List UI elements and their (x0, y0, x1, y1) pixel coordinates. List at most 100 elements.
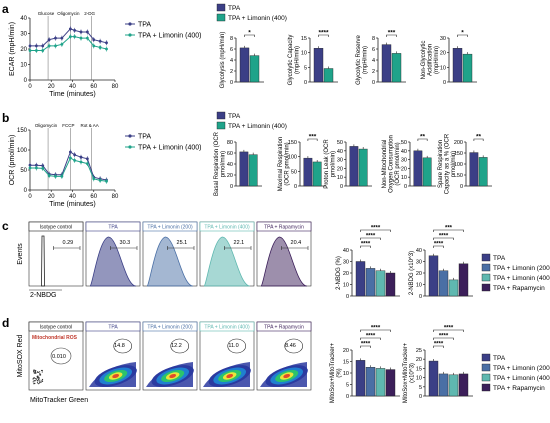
scatter-dot (32, 381, 34, 383)
gate-value: 11.0 (228, 343, 238, 349)
gate-ellipse (113, 338, 133, 354)
y-tick-label: 15 (343, 360, 349, 366)
data-point (92, 44, 96, 48)
bar (375, 270, 386, 297)
ecar-bars-bar-chart-0: 0 2 4 6 8 * Glycolysis (mpH/min) (220, 30, 264, 89)
y-tick-label: 50 (20, 168, 27, 174)
y-tick-label: 10 (20, 63, 27, 69)
y-tick-label: 150 (17, 128, 28, 134)
data-point (28, 166, 32, 170)
data-point (28, 163, 32, 167)
scatter-dot (33, 369, 35, 371)
histogram-gate-value: 0.29 (63, 240, 74, 246)
data-point (47, 38, 51, 42)
scatter-dot (36, 377, 39, 379)
y-axis-label-line: pmol/min) (331, 151, 337, 177)
density-layer-4 (112, 373, 120, 379)
y-tick-label: 10 (416, 283, 422, 289)
scatter-dot (41, 379, 43, 381)
gate-value: 14.8 (114, 343, 125, 349)
data-point (73, 29, 77, 32)
y-tick-label: 5 (419, 385, 422, 391)
bar (239, 151, 249, 187)
y-tick-label: 150 (288, 140, 297, 146)
y-axis-label-line: Glycolytic Capacity (288, 35, 294, 86)
nbdg-bars-bar-chart-0: 0 10 20 30 40 **** **** **** 2-NBDG (%) (336, 226, 400, 300)
y-tick-label: 0 (230, 80, 233, 86)
legend-label: TPA + Limonin (400) (228, 123, 287, 130)
bar (375, 368, 386, 397)
x-tick-label: 80 (112, 194, 119, 200)
scatter-dot (33, 370, 35, 372)
data-point (105, 41, 108, 45)
x-axis-label: MitoTracker Green (30, 397, 88, 404)
y-tick-label: 20 (401, 166, 407, 172)
significance-bracket (433, 229, 464, 232)
bar (355, 261, 366, 297)
y-tick-label: 0 (404, 184, 407, 190)
ocr-bars-bar-chart-1: 0 50 100 150 *** Maximal Respiration(OCR pmol… (278, 134, 326, 191)
y-axis-label-line: (mpH/min) (363, 46, 369, 74)
y-tick-label: 2 (230, 69, 233, 75)
histogram-peak (146, 236, 194, 287)
x-tick-label: 0 (28, 194, 32, 200)
bar (448, 374, 459, 397)
significance-label: * (248, 30, 251, 37)
bar (313, 48, 324, 83)
series-line-1 (30, 36, 107, 52)
y-tick-label: 30 (337, 158, 343, 164)
data-point (92, 177, 96, 181)
y-axis-label-line: Proton Leak (OCR (324, 139, 330, 189)
y-axis-label-line: (mpH/min) (295, 46, 301, 74)
legend-swatch (216, 13, 226, 22)
y-tick-label: 0 (340, 184, 343, 190)
y-tick-label: 0 (443, 80, 446, 86)
significance-label: **** (366, 234, 376, 240)
y-axis-label-line: pmol/min) (221, 151, 227, 177)
scatter-title: TPA + Limonin (400) (204, 325, 250, 331)
data-point (98, 46, 102, 49)
data-point (68, 156, 72, 160)
data-point (41, 167, 45, 170)
data-point (68, 27, 72, 31)
y-axis-label: Glycolysis (mpH/min) (220, 32, 226, 89)
legend-label: TPA (228, 5, 241, 12)
y-tick-label: 25 (416, 348, 422, 354)
y-axis-label: MitoSox+MitoTracker+(x10^3) (403, 342, 416, 403)
bar (385, 272, 396, 297)
scatter-dot (32, 378, 34, 380)
ecar-bars-bar-chart-3: 0 10 20 30 * Non-GlycolyticAcidification(mpH/… (421, 30, 477, 86)
legend-label: TPA (138, 22, 151, 29)
ecar-bars-legend: TPA TPA + Limonin (400) (216, 3, 287, 22)
injection-label: Glucose (38, 11, 55, 16)
legend-swatch (481, 283, 491, 292)
y-tick-label: 200 (454, 140, 463, 146)
y-tick-label: 6 (230, 47, 233, 53)
data-point (47, 44, 51, 48)
y-tick-label: 15 (301, 36, 307, 42)
bar (239, 47, 250, 83)
scatter-dot (37, 383, 40, 385)
y-axis-label: ECAR (mpH/min) (9, 22, 16, 76)
y-axis-label-line: MitoSox+MitoTracker+ (330, 342, 336, 403)
data-point (68, 35, 72, 38)
data-point (73, 153, 77, 157)
y-axis-label-line: 2-NBDG (x10^3) (409, 251, 415, 295)
histogram-title-box (199, 221, 255, 232)
y-axis-label-line: (x10^3) (410, 363, 416, 383)
data-point (79, 160, 83, 164)
significance-bracket (360, 245, 371, 248)
legend-swatch (481, 373, 491, 382)
y-axis-label: Events (17, 243, 24, 265)
y-axis-label: Glycolytic Reserve(mpH/min) (356, 35, 369, 85)
histogram-title-box (85, 221, 141, 232)
bar (358, 148, 368, 187)
bar (469, 152, 479, 187)
y-tick-label: 20 (20, 47, 27, 53)
injection-label: 2-DG (84, 11, 95, 16)
x-axis-label: 2-NBDG (30, 292, 56, 299)
significance-bracket (473, 138, 484, 141)
data-point (34, 44, 38, 48)
scatter-title-box (142, 321, 198, 332)
